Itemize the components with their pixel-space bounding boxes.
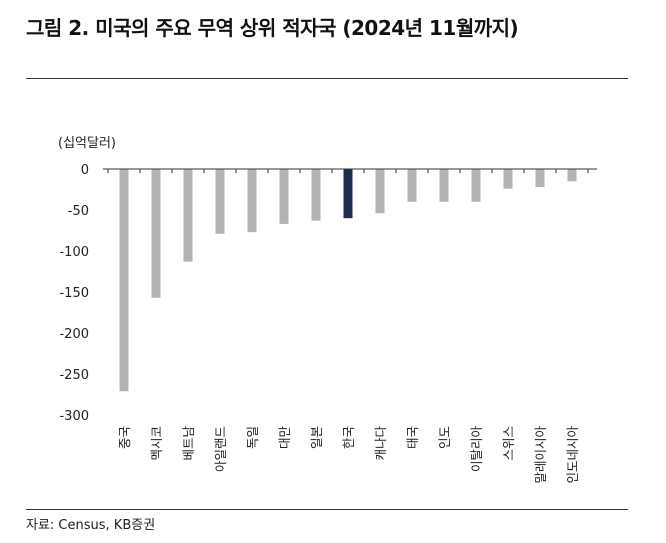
- bar: [247, 169, 257, 233]
- y-tick-label: -200: [59, 327, 89, 342]
- bar: [375, 169, 385, 214]
- x-category-label: 대만: [277, 426, 292, 450]
- figure-title: 그림 2. 미국의 주요 무역 상위 적자국 (2024년 11월까지): [26, 16, 519, 40]
- x-category-label: 독일: [245, 426, 260, 449]
- x-axis-ticks: [107, 169, 589, 173]
- x-category-label: 일본: [309, 426, 324, 449]
- x-category-label: 말레이시아: [533, 426, 548, 484]
- x-category-label: 중국: [117, 426, 132, 449]
- bar: [535, 169, 545, 188]
- bar: [343, 169, 353, 219]
- y-tick-label: 0: [81, 163, 89, 178]
- y-axis-unit-label: (십억달러): [58, 136, 116, 151]
- bar: [439, 169, 449, 202]
- x-category-label: 한국: [341, 426, 356, 449]
- bar: [471, 169, 481, 202]
- bar: [279, 169, 289, 224]
- y-tick-label: -100: [59, 245, 89, 260]
- bar: [311, 169, 321, 221]
- bar: [567, 169, 577, 182]
- bar: [119, 169, 129, 392]
- bar: [503, 169, 513, 189]
- x-category-label: 베트남: [181, 426, 196, 461]
- y-tick-label: -300: [59, 409, 89, 424]
- y-axis: 0 -50 -100 -150 -200 -250 -300: [59, 163, 89, 424]
- x-category-label: 아일랜드: [213, 426, 228, 472]
- y-tick-label: -50: [68, 204, 89, 219]
- x-category-label: 캐나다: [373, 426, 388, 461]
- x-category-label: 이탈리아: [469, 426, 484, 473]
- bottom-rule: [26, 509, 628, 510]
- top-rule: [26, 78, 628, 79]
- x-category-label: 인도네시아: [565, 426, 580, 484]
- bar: [183, 169, 193, 262]
- x-axis-labels: 중국 멕시코 베트남 아일랜드 독일 대만 일본 한국 캐나다 태국 인도 이탈리아 스위스 말레이시아 인…: [117, 426, 580, 484]
- bar-chart: 0 -50 -100 -150 -200 -250 -300 중국 멕시코 베트남 아일랜드 독일 대…: [59, 163, 597, 484]
- bar-series: [119, 169, 577, 392]
- bar: [151, 169, 161, 298]
- bar: [215, 169, 225, 234]
- x-category-label: 스위스: [501, 426, 516, 461]
- y-tick-label: -250: [59, 368, 89, 383]
- x-category-label: 태국: [405, 426, 420, 449]
- source-note: 자료: Census, KB증권: [26, 518, 156, 533]
- bar: [407, 169, 417, 202]
- x-category-label: 멕시코: [149, 426, 164, 461]
- y-tick-label: -150: [59, 286, 89, 301]
- x-category-label: 인도: [437, 426, 452, 449]
